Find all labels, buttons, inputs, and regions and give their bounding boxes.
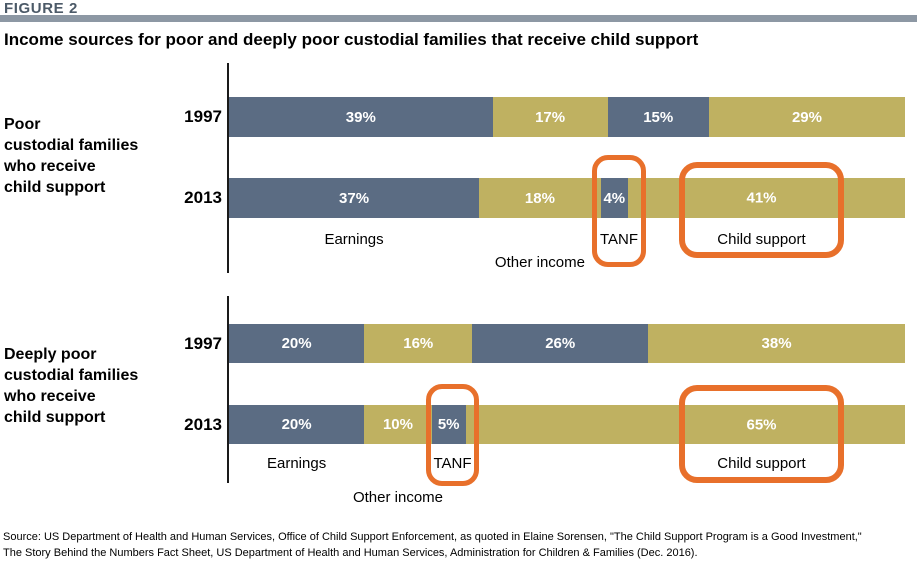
category-label-tanf: TANF [433,455,472,472]
category-label-earnings: Earnings [324,231,384,248]
axis-line [227,63,229,273]
bar-segment-other-income: 10% [364,405,432,444]
bar-segment-other-income: 18% [479,178,601,218]
category-label-other-income: Other income [352,489,444,506]
year-label-2013: 2013 [184,188,222,207]
year-label-2013: 2013 [184,414,222,434]
group-label-poor: Poor custodial families who receive child s… [4,116,139,196]
chart-title: Income sources for poor and deeply poor … [4,30,699,49]
bar-segment-tanf: 4% [600,178,628,218]
bar-segment-other-income: 16% [364,324,473,363]
bar-segment-earnings: 20% [229,405,365,444]
bar-segment-tanf: 26% [472,324,649,363]
category-label-tanf: TANF [599,231,639,248]
bar-segment-other-income: 17% [492,97,608,137]
category-label-other-income: Other income [494,254,585,271]
group-label-deeply-poor: Deeply poor custodial families who receive… [4,346,139,426]
category-label-child-support: Child support [717,455,806,472]
bar-segment-child-support [627,178,905,218]
bar-segment-value-child-support: 41% [746,189,777,207]
bar-segment-value-child-support: 65% [746,416,777,433]
bar-segment-earnings: 20% [229,324,365,363]
bar-segment-tanf: 5% [431,405,466,444]
child-support-highlight [679,162,844,258]
category-label-earnings: Earnings [266,455,327,472]
tanf-highlight [592,155,646,267]
child-support-highlight [679,385,844,483]
bar-segment-tanf: 15% [607,97,709,137]
axis-line [227,296,229,483]
header-rule [0,15,917,22]
source-line-1: Source: US Department of Health and Huma… [3,531,862,543]
year-label-1997: 1997 [184,107,222,126]
bar-segment-earnings: 39% [229,97,493,137]
bar-segment-child-support [465,405,905,444]
bar-segment-child-support: 29% [708,97,905,137]
year-label-1997: 1997 [184,333,222,353]
figure-label: FIGURE 2 [4,0,78,17]
source-line-2: The Story Behind the Numbers Fact Sheet,… [3,547,698,559]
bar-segment-child-support: 38% [648,324,905,363]
bar-segment-earnings: 37% [229,178,480,218]
category-label-child-support: Child support [717,231,806,248]
tanf-highlight [426,384,479,486]
